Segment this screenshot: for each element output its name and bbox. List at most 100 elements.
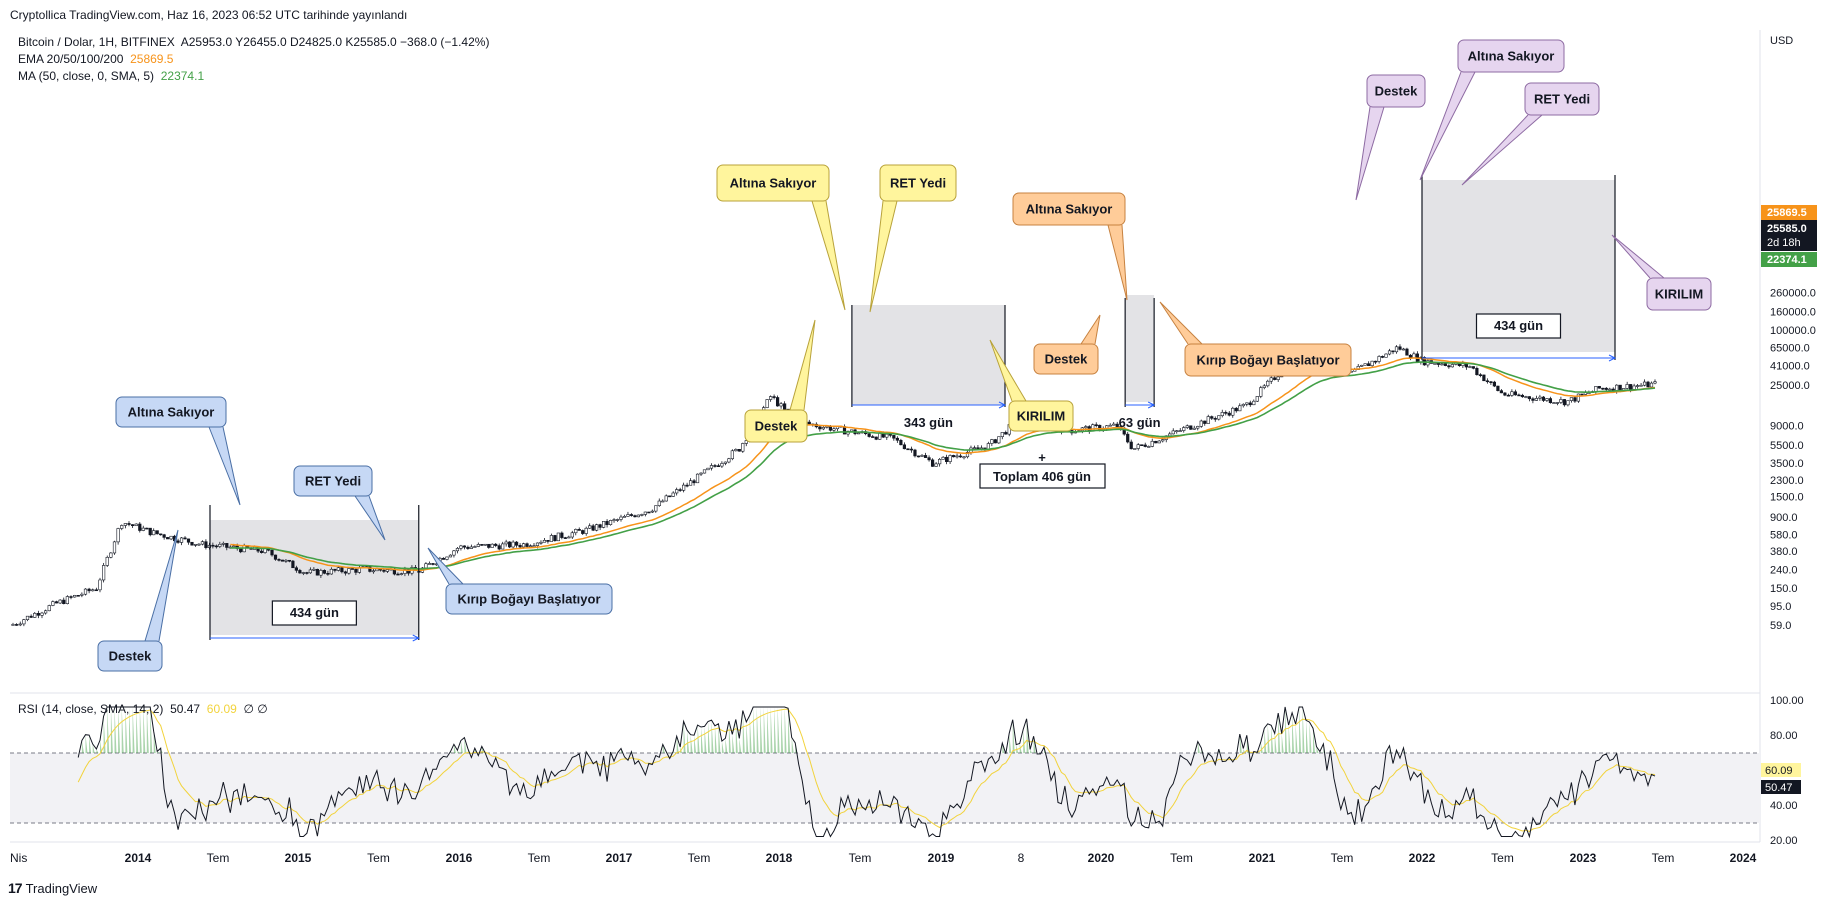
candle — [962, 456, 966, 459]
rsi-ma-line — [77, 708, 1656, 832]
candle — [1276, 376, 1280, 380]
candle — [469, 546, 473, 549]
rsi-label: RSI (14, close, SMA, 14, 2) — [18, 702, 164, 716]
candle — [1157, 440, 1161, 444]
candle — [1374, 360, 1378, 363]
ema-row[interactable]: EMA 20/50/100/200 25869.5 — [18, 51, 489, 68]
callout-blue-destek-box — [97, 640, 163, 672]
range-purple-label: 434 gün — [1494, 318, 1543, 333]
candle — [888, 433, 892, 436]
footer[interactable]: 17 TradingView — [8, 880, 97, 896]
candle — [675, 489, 679, 494]
candle — [1248, 402, 1252, 406]
candle — [1384, 353, 1388, 358]
time-tick-16: Tem — [1331, 851, 1354, 865]
candle — [385, 569, 390, 572]
candle — [769, 396, 773, 400]
candle — [556, 532, 560, 542]
candle — [47, 605, 51, 612]
candle — [207, 544, 211, 548]
rsi-tick-1: 80.00 — [1770, 730, 1798, 742]
rsi-legend[interactable]: RSI (14, close, SMA, 14, 2) 50.47 60.09 … — [18, 702, 268, 716]
candle — [702, 469, 707, 474]
candle — [945, 456, 949, 462]
candle — [1213, 418, 1217, 420]
candle — [427, 563, 432, 565]
last-price-badge — [1761, 220, 1817, 251]
candle — [214, 545, 218, 548]
price-badges: 25869.5 25585.0 2d 18h 22374.1 60.09 50.… — [1761, 205, 1817, 794]
candle — [1224, 412, 1228, 414]
candle — [452, 550, 456, 556]
candle — [1499, 390, 1503, 394]
candle — [1136, 444, 1140, 449]
candle — [1140, 444, 1144, 446]
candle — [892, 435, 896, 439]
symbol-row[interactable]: Bitcoin / Dolar, 1H, BITFINEX A25953.0 Y… — [18, 34, 489, 51]
candle — [605, 521, 609, 525]
candle — [723, 461, 727, 464]
candle — [1210, 416, 1214, 419]
candle — [239, 548, 243, 553]
candle — [671, 492, 675, 497]
candle — [535, 542, 540, 546]
candle — [525, 543, 529, 547]
ema-value: 25869.5 — [130, 52, 174, 66]
candle — [1241, 403, 1245, 407]
symbol-name: Bitcoin / Dolar, 1H, BITFINEX — [18, 35, 175, 49]
candle — [920, 455, 924, 457]
candle — [1433, 363, 1437, 365]
candle — [504, 541, 508, 545]
candle — [716, 465, 721, 467]
candle — [152, 530, 156, 536]
callout-yellow-kirilim-pointer — [989, 339, 1027, 402]
ma-row[interactable]: MA (50, close, 0, SMA, 5) 22374.1 — [18, 68, 489, 85]
candle — [62, 599, 66, 604]
candle — [131, 524, 135, 527]
candle — [895, 437, 899, 441]
candle — [155, 530, 159, 535]
candle — [1517, 394, 1521, 397]
candle — [11, 624, 15, 626]
candle — [906, 448, 910, 451]
price-tick-14: 240.0 — [1770, 564, 1798, 576]
candle — [1482, 374, 1486, 382]
candle — [1471, 366, 1475, 369]
time-tick-5: 2016 — [446, 851, 473, 865]
candle — [1569, 397, 1574, 401]
candle — [1273, 377, 1277, 380]
price-tick-3: 65000.0 — [1770, 342, 1810, 354]
candle — [347, 568, 351, 574]
candle — [775, 397, 780, 407]
candle — [1541, 396, 1546, 401]
candle — [102, 565, 106, 581]
price-tick-13: 380.0 — [1770, 546, 1798, 558]
time-tick-10: Tem — [849, 851, 872, 865]
candle — [916, 455, 921, 458]
candle — [350, 568, 354, 570]
callout-blue-destek-text: Destek — [109, 649, 152, 664]
candle — [1217, 415, 1221, 420]
range-blue-arrow — [412, 634, 420, 642]
candle — [1478, 374, 1482, 376]
ma-line — [230, 361, 1656, 570]
candle — [232, 545, 236, 548]
candle — [431, 563, 435, 565]
callout-yellow-ret-text: RET Yedi — [890, 176, 946, 191]
callouts: Altına Sakıyor RET Yedi Destek Kırıp Boğayı… — [97, 39, 1712, 672]
callout-blue-altina-text: Altına Sakıyor — [128, 405, 215, 420]
candle — [993, 439, 997, 444]
candle — [909, 448, 914, 451]
candle — [1108, 424, 1112, 427]
candle — [934, 463, 938, 467]
range-orange-label: 63 gün — [1119, 415, 1161, 430]
time-tick-2: Tem — [207, 851, 230, 865]
time-tick-21: 2024 — [1730, 851, 1757, 865]
candle — [284, 559, 288, 562]
callout-orange-destek-pointer — [1080, 314, 1101, 345]
callout-yellow-destek-text: Destek — [755, 419, 798, 434]
candle — [329, 568, 333, 575]
candle — [955, 455, 959, 458]
candle — [1642, 381, 1647, 386]
candle — [375, 568, 379, 572]
